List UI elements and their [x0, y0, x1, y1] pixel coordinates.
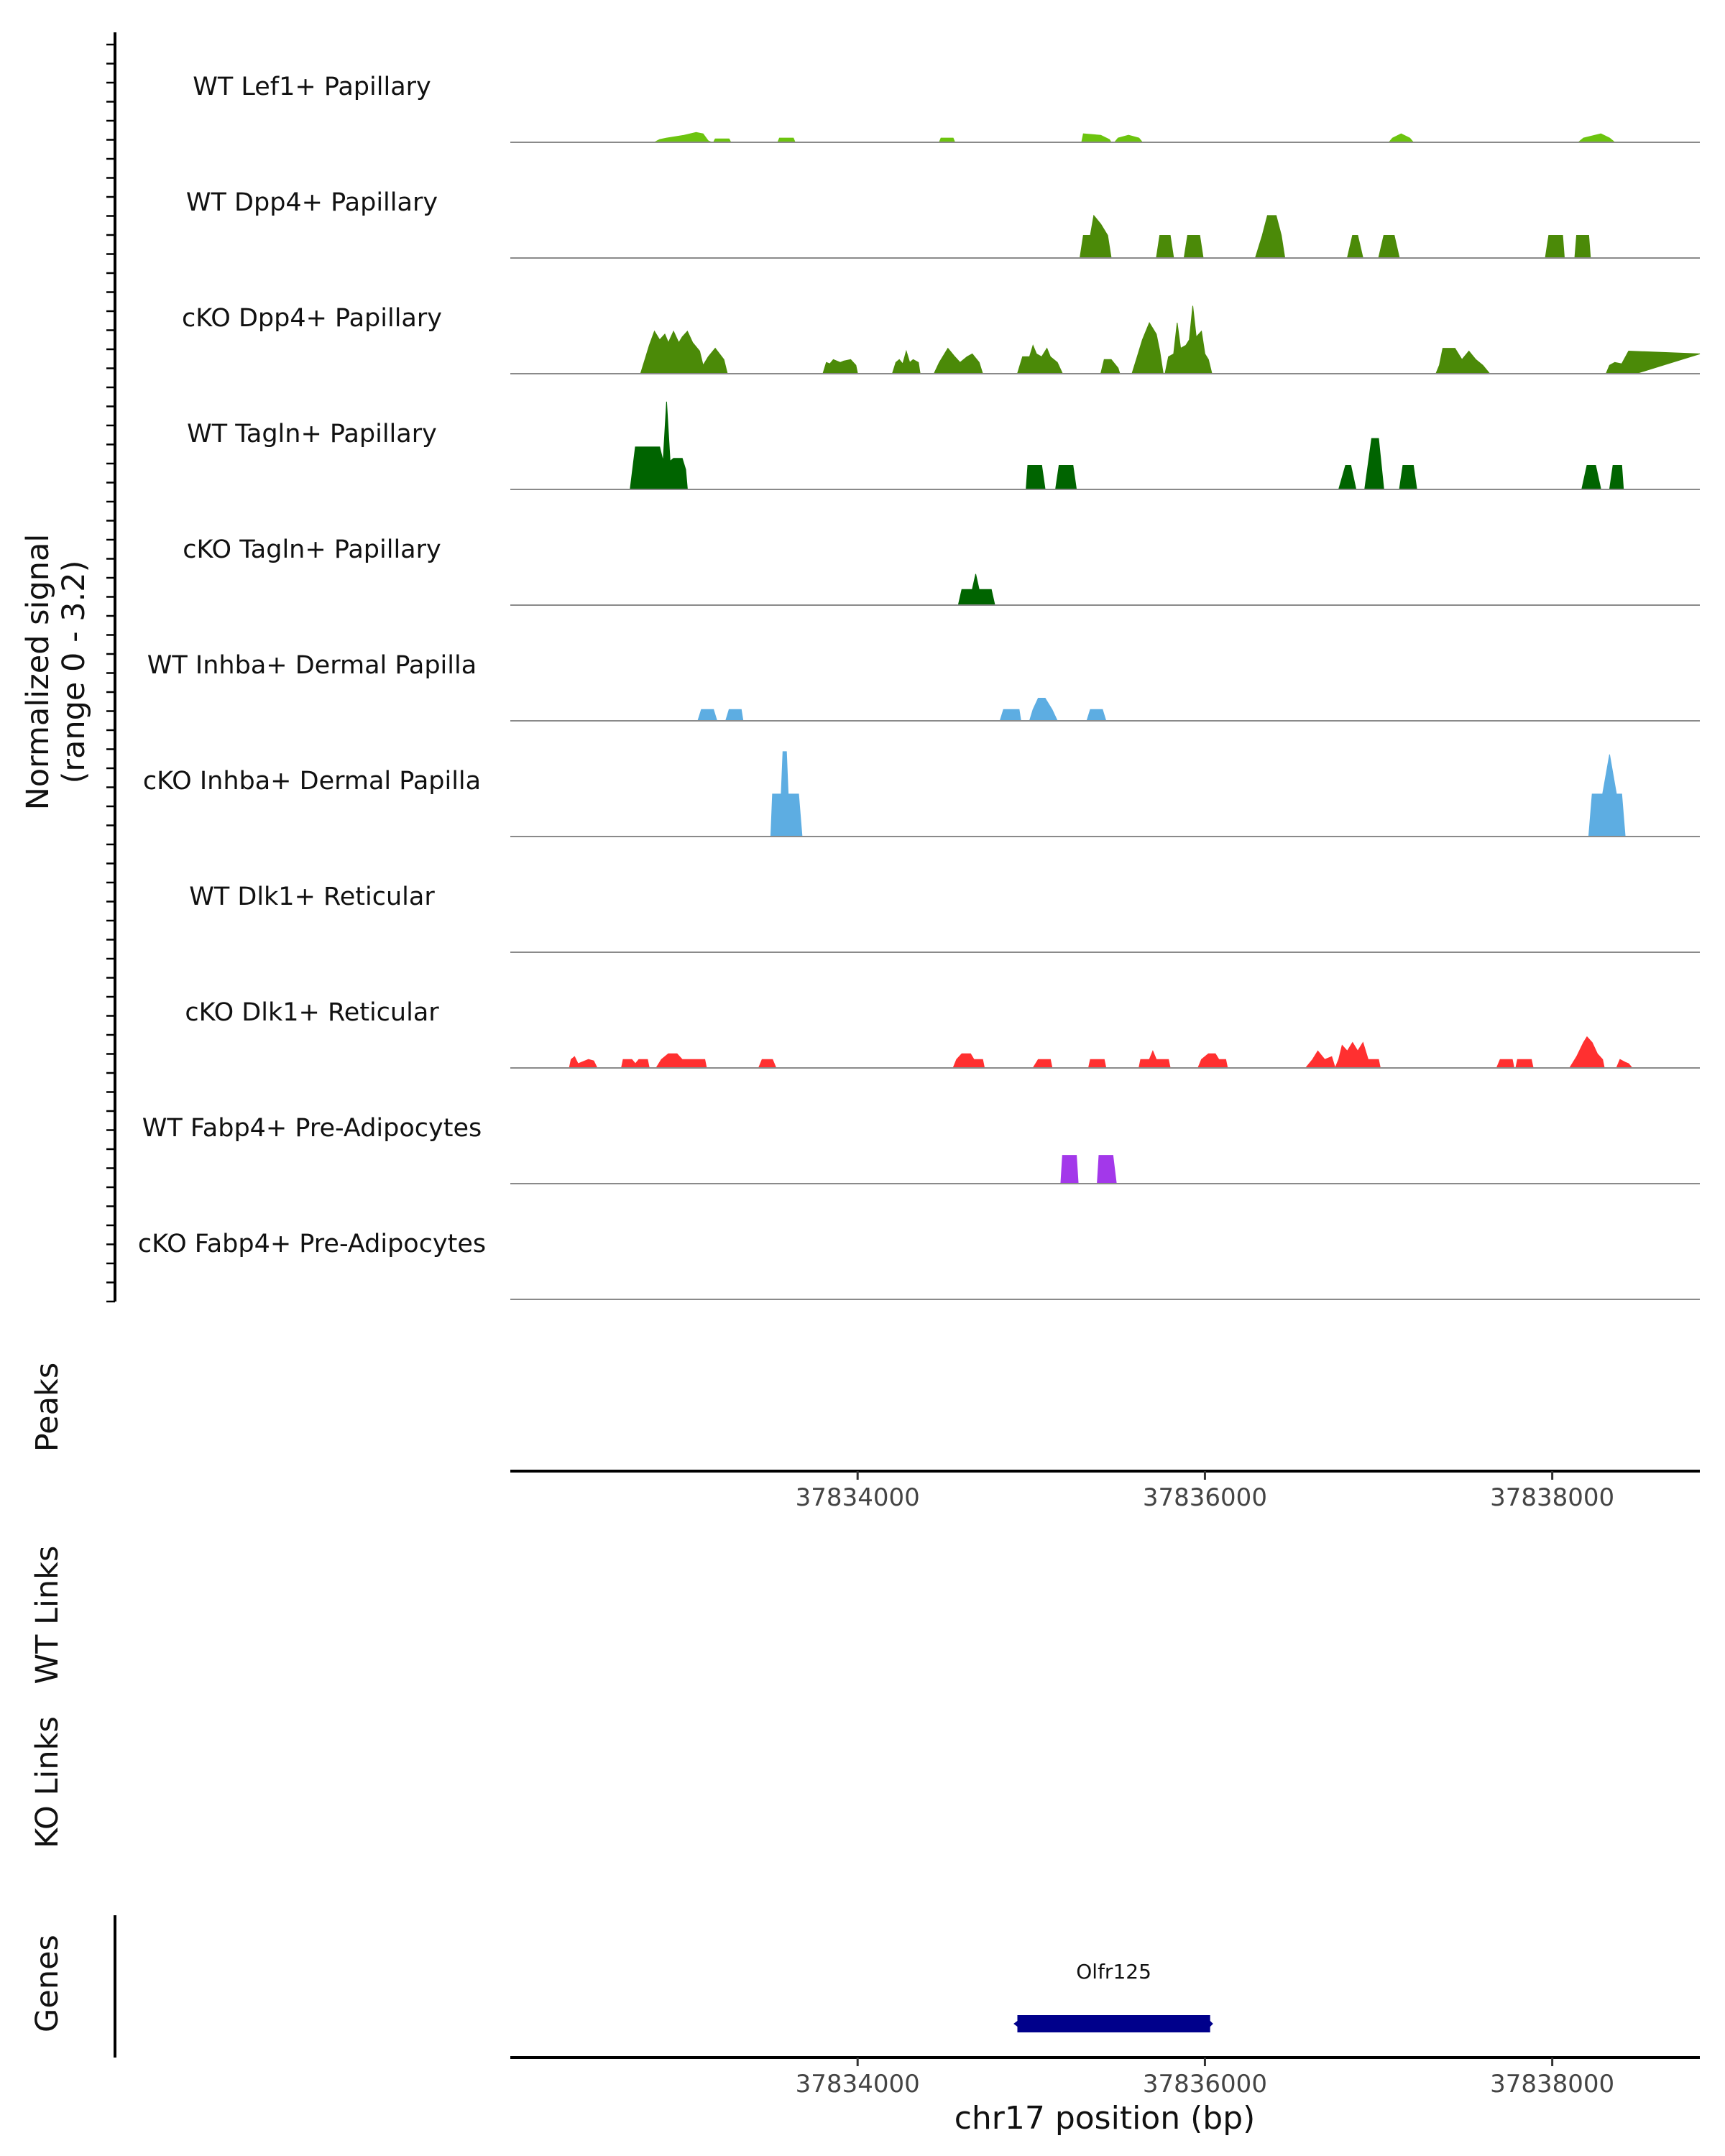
peaks-label: Peaks: [29, 1363, 65, 1452]
track: cKO Dlk1+ Reticular: [185, 998, 1700, 1069]
coverage-peak: [569, 1056, 598, 1069]
track: WT Inhba+ Dermal Papilla: [147, 651, 1700, 722]
coverage-peak: [1097, 1155, 1117, 1184]
coverage-peak: [1515, 1059, 1534, 1069]
coverage-peak: [822, 359, 858, 374]
track: WT Dlk1+ Reticular: [189, 883, 1700, 953]
coverage-peak: [1086, 709, 1107, 722]
coverage-peak: [891, 349, 921, 374]
coverage-peak: [1574, 235, 1591, 259]
coverage-peak: [630, 401, 688, 490]
x-tick-label: 37834000: [796, 1483, 920, 1512]
track: cKO Fabp4+ Pre-Adipocytes: [138, 1230, 1700, 1300]
gene-end-marker: [1205, 2017, 1213, 2031]
gene-annotations: Olfr125: [1013, 1960, 1213, 2032]
coverage-peak: [1026, 465, 1046, 490]
track-label: WT Dlk1+ Reticular: [189, 883, 435, 911]
track: cKO Inhba+ Dermal Papilla: [143, 751, 1700, 837]
x-axis-label: chr17 position (bp): [954, 2100, 1256, 2137]
track-label: WT Lef1+ Papillary: [193, 73, 431, 101]
track-label: WT Tagln+ Papillary: [187, 420, 437, 448]
coverage-peak: [1131, 321, 1164, 374]
coverage-peak: [1183, 235, 1204, 259]
coverage-peak: [1164, 305, 1213, 374]
track-label: cKO Fabp4+ Pre-Adipocytes: [138, 1230, 486, 1258]
gene-body: [1017, 2015, 1210, 2032]
coverage-y-axis: [106, 32, 116, 1303]
coverage-peak: [770, 751, 803, 837]
track-label: cKO Tagln+ Papillary: [183, 535, 441, 564]
coverage-peak: [1545, 235, 1565, 259]
coverage-peak: [1605, 350, 1701, 374]
y-axis-label: Normalized signal: [20, 534, 56, 811]
x-tick-label: 37836000: [1143, 1483, 1267, 1512]
coverage-peak: [1156, 235, 1174, 259]
track-label: cKO Dpp4+ Papillary: [182, 304, 442, 333]
coverage-peak: [1435, 348, 1491, 374]
coverage-peak: [620, 1059, 650, 1069]
coverage-peak: [999, 709, 1021, 722]
coverage-peak: [1079, 214, 1112, 259]
track: WT Dpp4+ Papillary: [186, 188, 1700, 259]
track-label: WT Inhba+ Dermal Papilla: [147, 651, 477, 680]
gene-label: Olfr125: [1076, 1960, 1151, 1984]
coverage-peak: [1060, 1155, 1079, 1184]
track: WT Tagln+ Papillary: [187, 401, 1700, 490]
coverage-peak: [1197, 1053, 1228, 1069]
coverage-peak: [1087, 1059, 1107, 1069]
track: cKO Dpp4+ Papillary: [182, 304, 1701, 374]
coverage-peak: [1568, 1036, 1605, 1069]
coverage-peak: [933, 347, 983, 374]
track-label: WT Dpp4+ Papillary: [186, 188, 438, 217]
coverage-peak: [758, 1059, 777, 1069]
coverage-peak: [1016, 344, 1064, 374]
track-label: cKO Dlk1+ Reticular: [185, 998, 439, 1027]
coverage-peak: [1334, 1041, 1381, 1069]
coverage-peak: [952, 1053, 985, 1069]
track: WT Lef1+ Papillary: [193, 73, 1700, 143]
coverage-peak: [1138, 1050, 1171, 1069]
x-tick-label: 37838000: [1490, 1483, 1614, 1512]
position-axis-upper: 37834000 37836000 37838000: [510, 1470, 1700, 1512]
coverage-tracks: WT Lef1+ Papillary WT Dpp4+ Papillary cKO …: [138, 73, 1701, 1300]
coverage-peak: [640, 330, 728, 374]
coverage-peak: [1496, 1059, 1515, 1069]
track: WT Fabp4+ Pre-Adipocytes: [142, 1114, 1700, 1184]
track-label: WT Fabp4+ Pre-Adipocytes: [142, 1114, 482, 1143]
position-axis-lower: 37834000 37836000 37838000: [510, 2056, 1700, 2099]
wt-links-label: WT Links: [29, 1546, 65, 1685]
x-tick-label: 37834000: [796, 2070, 920, 2099]
strand-arrow: [1013, 2016, 1026, 2032]
coverage-peak: [697, 709, 718, 722]
coverage-peak: [1588, 754, 1626, 837]
coverage-peak: [656, 1053, 707, 1069]
genes-label: Genes: [29, 1935, 65, 2032]
x-tick-label: 37836000: [1143, 2070, 1267, 2099]
coverage-peak: [957, 573, 995, 606]
coverage-peak: [1055, 465, 1077, 490]
y-axis-range-label: (range 0 - 3.2): [56, 561, 92, 784]
ko-links-label: KO Links: [29, 1716, 65, 1848]
x-tick-label: 37838000: [1490, 2070, 1614, 2099]
coverage-peak: [724, 709, 744, 722]
track-label: cKO Inhba+ Dermal Papilla: [143, 767, 481, 796]
track: cKO Tagln+ Papillary: [183, 535, 1700, 606]
